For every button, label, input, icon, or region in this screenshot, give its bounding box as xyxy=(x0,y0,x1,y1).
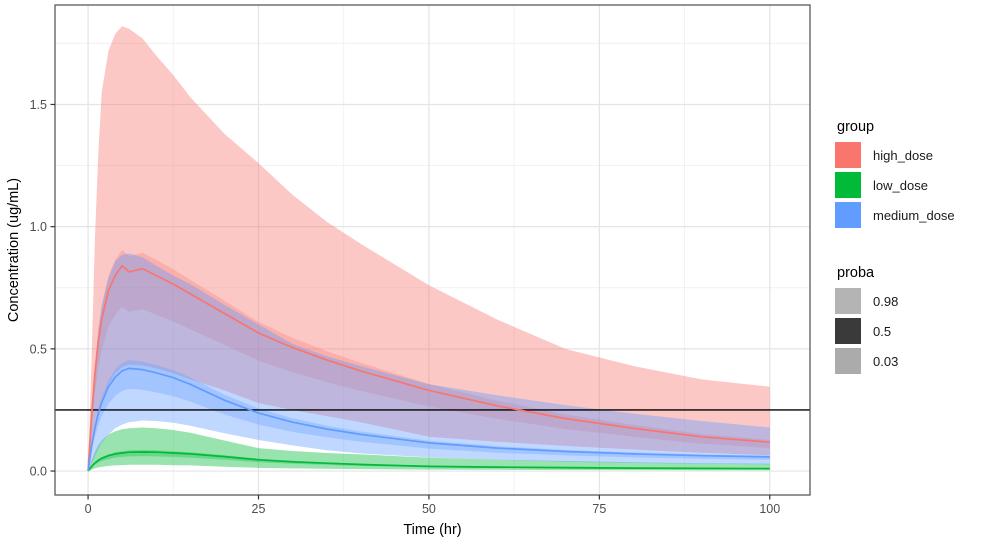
proba-098-swatch xyxy=(835,288,861,314)
medium-dose-label: medium_dose xyxy=(873,207,955,223)
high_dose-ribbon-98 xyxy=(88,26,770,472)
legend-key-proba-05: 0.5 xyxy=(835,318,898,344)
legend-key-proba-003: 0.03 xyxy=(835,348,898,374)
high_dose-ribbon-50 xyxy=(88,249,770,471)
high_dose-median-line xyxy=(87,264,770,472)
group-legend-title: group xyxy=(837,119,875,135)
medium_dose-ribbon-98 xyxy=(88,253,770,471)
x-axis-title: Time (hr) xyxy=(403,522,461,538)
y-tick-label: 1.0 xyxy=(30,220,47,234)
x-tick-label: 25 xyxy=(252,502,266,516)
proba-003-swatch xyxy=(835,348,861,374)
medium_dose-ribbon-50 xyxy=(88,360,770,471)
legend-key-medium-dose: medium_dose xyxy=(835,202,955,228)
y-tick-label: 0.0 xyxy=(30,465,47,479)
proba-legend: proba 0.98 0.5 0.03 xyxy=(835,265,898,378)
low_dose-median-line xyxy=(87,451,770,472)
x-tick-label: 100 xyxy=(759,502,780,516)
high-dose-label: high_dose xyxy=(873,147,933,163)
medium_dose-median-line xyxy=(87,367,770,472)
low-dose-label: low_dose xyxy=(873,177,928,193)
y-tick-label: 1.5 xyxy=(30,98,47,112)
group-legend: group high_dose low_dose medium_dose xyxy=(835,119,955,232)
x-tick-label: 50 xyxy=(422,502,436,516)
proba-05-swatch xyxy=(835,318,861,344)
high-dose-swatch xyxy=(835,142,861,168)
y-axis-title: Concentration (ug/mL) xyxy=(6,178,22,322)
x-tick-label: 0 xyxy=(85,502,92,516)
proba-098-label: 0.98 xyxy=(873,293,899,309)
proba-05-label: 0.5 xyxy=(873,323,892,339)
proba-003-label: 0.03 xyxy=(873,353,899,369)
proba-legend-title: proba xyxy=(837,265,875,281)
low-dose-swatch xyxy=(835,172,861,198)
medium-dose-swatch xyxy=(835,202,861,228)
legend-key-proba-098: 0.98 xyxy=(835,288,898,314)
panel-border xyxy=(54,4,811,496)
legend-key-high-dose: high_dose xyxy=(835,142,955,168)
x-tick-label: 75 xyxy=(592,502,606,516)
legend-key-low-dose: low_dose xyxy=(835,172,955,198)
y-tick-label: 0.5 xyxy=(30,342,47,356)
